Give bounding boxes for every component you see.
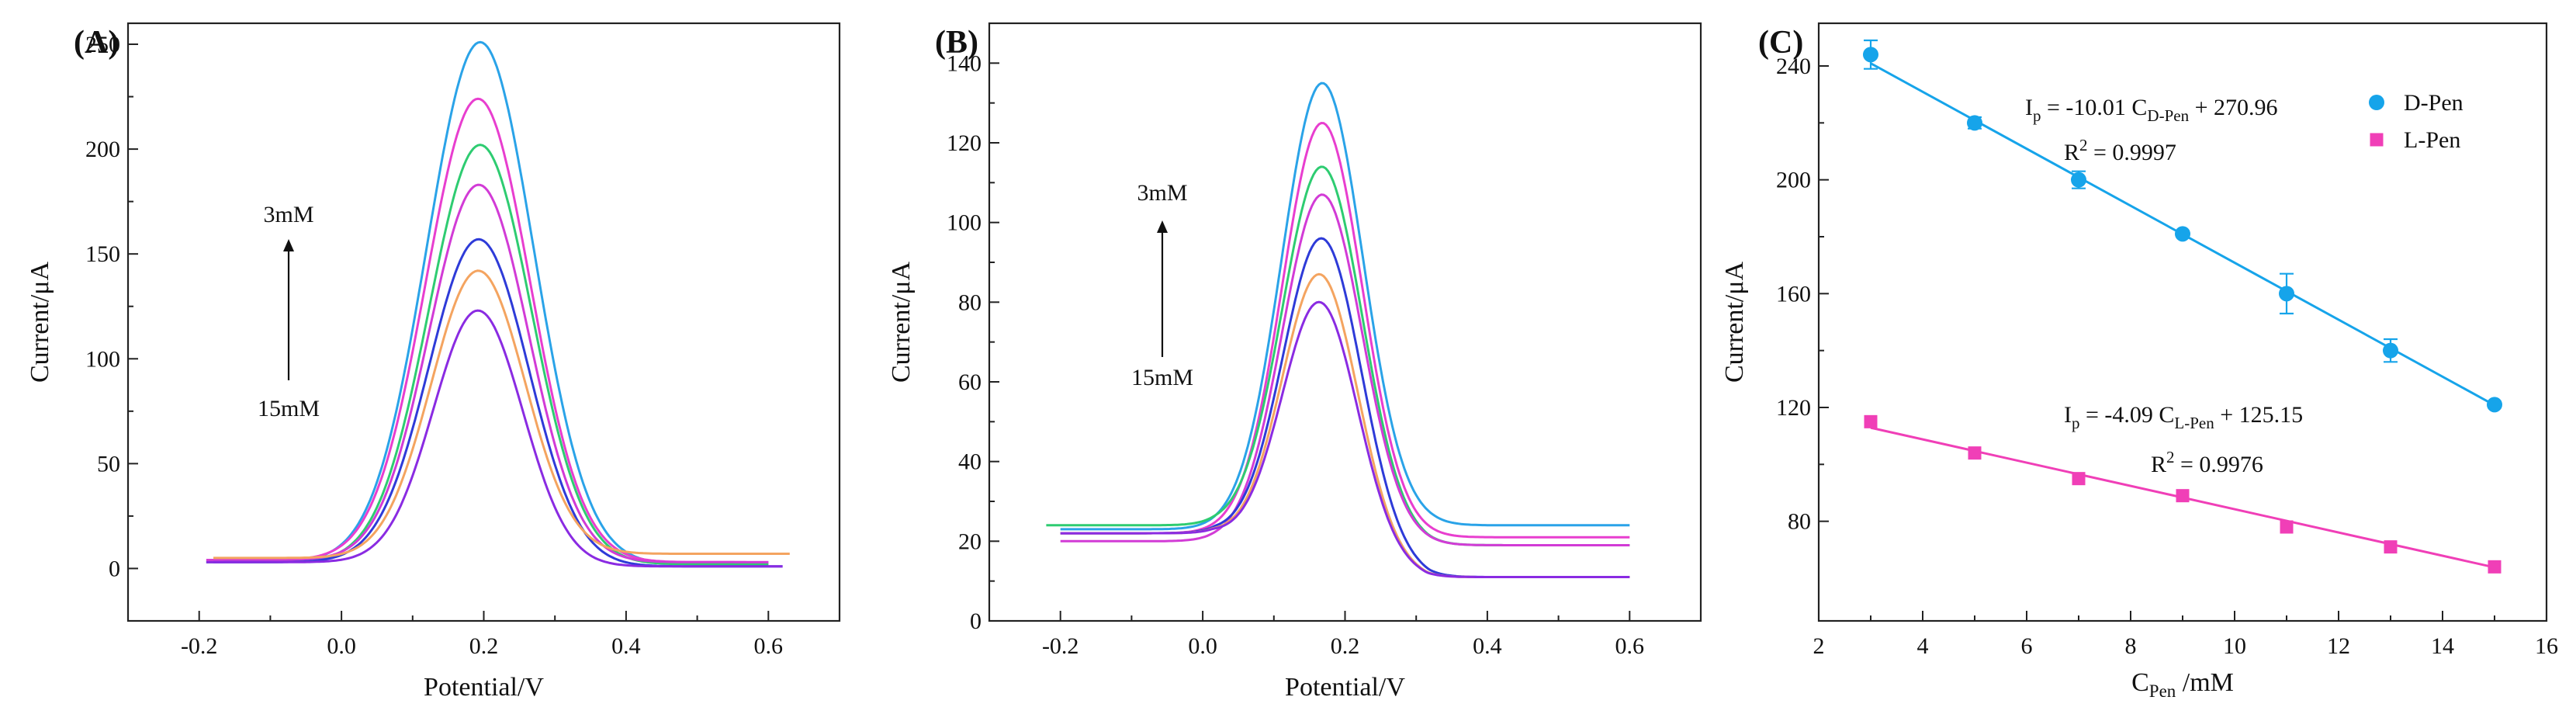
a-series-13mM (213, 269, 790, 560)
a-xtick-label: 0.6 (754, 633, 784, 659)
c-point-D-Pen (2383, 342, 2398, 359)
c-point-L-Pen (1968, 446, 1982, 460)
panel-a-chart: (A) -0.2 0.0 0.2 0.4 0.6 0 50 100 150 200 250 Potent… (26, 22, 841, 702)
b-xtick-label: -0.2 (1042, 633, 1079, 659)
c-ytick-label: 200 (1776, 168, 1811, 193)
a-ytick-label: 250 (85, 32, 120, 57)
c-legend-label-L-Pen: L-Pen (2404, 127, 2460, 153)
b-series-9mM (1060, 193, 1630, 546)
a-xtick-label: -0.2 (181, 633, 218, 659)
b-ylabel: Current/μA (887, 262, 916, 383)
a-annotation-top: 3mM (263, 202, 313, 227)
b-xtick-label: 0.0 (1188, 633, 1217, 659)
c-ylabel: Current/μA (1723, 262, 1749, 383)
a-xtick-label: 0.2 (469, 633, 499, 659)
c-xtick-label: 10 (2223, 633, 2246, 659)
a-arrow-head (283, 239, 294, 251)
c-point-D-Pen (2279, 286, 2294, 302)
a-axes-frame (126, 22, 841, 622)
panel-b-chart: (B) -0.2 0.0 0.2 0.4 0.6 0 20 40 60 80 100 120 140 Pot… (887, 22, 1702, 702)
b-ytick-label: 120 (947, 130, 982, 156)
c-point-L-Pen (2176, 489, 2190, 503)
b-label: (B) (935, 25, 978, 61)
c-point-D-Pen (1967, 115, 1982, 131)
a-series-5mM (206, 97, 769, 563)
c-ytick-label: 120 (1776, 395, 1811, 421)
c-ytick-label: 80 (1788, 509, 1811, 535)
c-xlabel: CPen /mM (2131, 668, 2234, 701)
panel-a: (A) -0.2 0.0 0.2 0.4 0.6 0 50 100 150 200 250 Potent… (0, 0, 861, 728)
c-xtick-label: 2 (1813, 633, 1825, 659)
a-series-9mM (206, 183, 769, 563)
c-label: (C) (1758, 25, 1803, 61)
b-series-13mM (1060, 272, 1630, 578)
c-point-L-Pen (2384, 540, 2398, 554)
a-xtick-label: 0.0 (327, 633, 356, 659)
b-ytick-label: 20 (958, 529, 982, 554)
c-r2-D-Pen: R2 = 0.9997 (2064, 136, 2176, 165)
a-series-3mM (206, 40, 769, 566)
b-arrow-head (1157, 220, 1168, 233)
c-ytick-label: 240 (1776, 54, 1811, 79)
b-ytick-label: 60 (958, 369, 982, 395)
c-point-D-Pen (2175, 226, 2190, 242)
c-xtick-label: 14 (2431, 633, 2454, 659)
b-axes-frame (988, 22, 1702, 622)
a-ytick-label: 100 (85, 346, 120, 372)
a-ytick-label: 50 (97, 451, 120, 477)
a-ytick-label: 150 (85, 241, 120, 267)
panel-b: (B) -0.2 0.0 0.2 0.4 0.6 0 20 40 60 80 100 120 140 Pot… (861, 0, 1723, 728)
b-xlabel: Potential/V (1285, 673, 1405, 702)
a-label: (A) (74, 25, 119, 61)
c-point-L-Pen (1864, 414, 1878, 428)
c-xtick-label: 8 (2125, 633, 2137, 659)
c-point-D-Pen (1863, 47, 1878, 63)
c-point-L-Pen (2488, 560, 2502, 574)
b-xtick-label: 0.2 (1331, 633, 1360, 659)
b-ytick-label: 80 (958, 289, 982, 315)
c-legend-label-D-Pen: D-Pen (2404, 90, 2463, 116)
b-ytick-label: 100 (947, 210, 982, 236)
c-equation-D-Pen: Ip = -10.01 CD-Pen + 270.96 (2025, 95, 2278, 125)
panel-c-chart: (C) 2 4 6 8 10 12 14 16 80 120 160 200 240 CPen /mM Cur… (1723, 22, 2558, 701)
c-xtick-label: 4 (1917, 633, 1929, 659)
c-point-D-Pen (2487, 397, 2502, 413)
b-series-15mM (1060, 300, 1630, 578)
b-ytick-label: 140 (947, 50, 982, 76)
c-xtick-label: 16 (2535, 633, 2558, 659)
b-series-3mM (1060, 81, 1630, 531)
b-ytick-label: 40 (958, 449, 982, 475)
c-xtick-label: 6 (2021, 633, 2033, 659)
c-point-L-Pen (2072, 472, 2086, 486)
b-annotation-top: 3mM (1137, 180, 1187, 206)
a-ytick-label: 200 (85, 137, 120, 162)
a-annotation-bottom: 15mM (258, 396, 320, 421)
a-xtick-label: 0.4 (611, 633, 641, 659)
c-ytick-label: 160 (1776, 281, 1811, 307)
b-xtick-label: 0.4 (1473, 633, 1502, 659)
b-xtick-label: 0.6 (1615, 633, 1645, 659)
c-legend-marker-L-Pen (2370, 133, 2384, 147)
b-annotation-bottom: 15mM (1131, 365, 1193, 390)
c-point-L-Pen (2280, 520, 2294, 534)
a-ylabel: Current/μA (26, 262, 54, 383)
panel-c: (C) 2 4 6 8 10 12 14 16 80 120 160 200 240 CPen /mM Cur… (1723, 0, 2576, 728)
b-plot-area (1046, 81, 1630, 578)
a-series-15mM (206, 309, 783, 568)
c-point-D-Pen (2071, 172, 2086, 188)
a-plot-area (206, 40, 790, 568)
a-ytick-label: 0 (109, 556, 120, 581)
c-legend-marker-D-Pen (2369, 95, 2384, 110)
a-xlabel: Potential/V (424, 673, 544, 702)
c-r2-L-Pen: R2 = 0.9976 (2151, 448, 2263, 477)
c-xtick-label: 12 (2327, 633, 2350, 659)
c-equation-L-Pen: Ip = -4.09 CL-Pen + 125.15 (2064, 402, 2303, 432)
b-ytick-label: 0 (970, 608, 982, 634)
